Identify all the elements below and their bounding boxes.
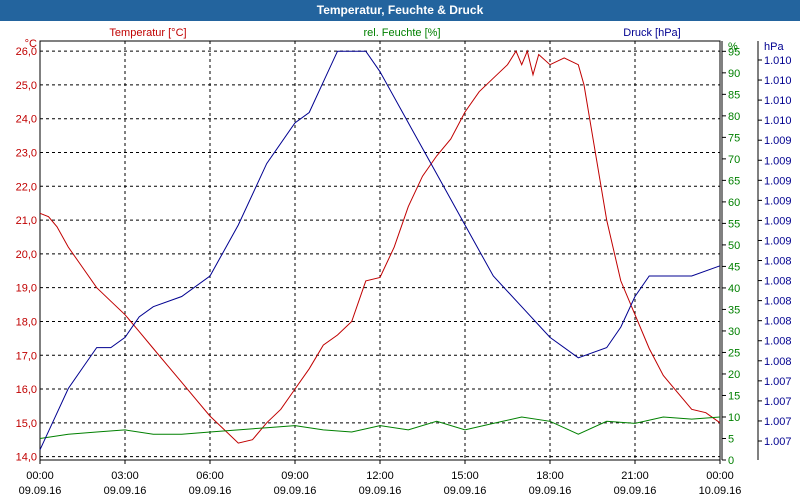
series-line-pressure bbox=[39, 50, 721, 451]
pressure-axis-title: Druck [hPa] bbox=[623, 27, 680, 39]
series-line-temperature bbox=[39, 49, 721, 444]
pressure-tick-label: 1.009 bbox=[764, 235, 792, 247]
humidity-tick-label: 25 bbox=[728, 347, 740, 359]
x-tick-time-label: 00:00 bbox=[706, 470, 734, 482]
pressure-tick-label: 1.007 bbox=[764, 436, 792, 448]
humidity-tick-label: 40 bbox=[728, 283, 740, 295]
pressure-unit-label: hPa bbox=[764, 41, 784, 53]
x-tick-time-label: 21:00 bbox=[621, 470, 649, 482]
x-tick-time-label: 06:00 bbox=[196, 470, 224, 482]
humidity-tick-label: 65 bbox=[728, 175, 740, 187]
temperature-tick-label: 24,0 bbox=[16, 114, 37, 126]
x-tick-time-label: 18:00 bbox=[536, 470, 564, 482]
humidity-tick-label: 15 bbox=[728, 390, 740, 402]
pressure-tick-label: 1.010 bbox=[764, 75, 792, 87]
series-line-humidity bbox=[39, 416, 721, 439]
x-tick-date-label: 09.09.16 bbox=[189, 485, 232, 497]
humidity-tick-label: 35 bbox=[728, 304, 740, 316]
humidity-tick-label: 95 bbox=[728, 46, 740, 58]
temperature-unit-label: °C bbox=[25, 38, 37, 50]
pressure-tick-label: 1.009 bbox=[764, 135, 792, 147]
chart-title-bar: Temperatur, Feuchte & Druck bbox=[0, 0, 800, 21]
humidity-axis-title: rel. Feuchte [%] bbox=[363, 27, 440, 39]
x-tick-time-label: 00:00 bbox=[26, 470, 54, 482]
humidity-tick-label: 85 bbox=[728, 89, 740, 101]
humidity-tick-label: 70 bbox=[728, 154, 740, 166]
x-tick-date-label: 09.09.16 bbox=[614, 485, 657, 497]
pressure-tick-label: 1.009 bbox=[764, 155, 792, 167]
temperature-tick-label: 17,0 bbox=[16, 350, 37, 362]
pressure-tick-label: 1.010 bbox=[764, 55, 792, 67]
x-tick-time-label: 12:00 bbox=[366, 470, 394, 482]
temperature-tick-label: 21,0 bbox=[16, 215, 37, 227]
temperature-tick-label: 23,0 bbox=[16, 148, 37, 160]
temperature-tick-label: 16,0 bbox=[16, 384, 37, 396]
x-tick-date-label: 09.09.16 bbox=[444, 485, 487, 497]
humidity-tick-label: 30 bbox=[728, 326, 740, 338]
pressure-tick-label: 1.008 bbox=[764, 256, 792, 268]
temperature-tick-label: 19,0 bbox=[16, 283, 37, 295]
pressure-tick-label: 1.008 bbox=[764, 336, 792, 348]
x-tick-time-label: 03:00 bbox=[111, 470, 139, 482]
x-tick-date-label: 09.09.16 bbox=[529, 485, 572, 497]
pressure-tick-label: 1.009 bbox=[764, 175, 792, 187]
x-tick-date-label: 09.09.16 bbox=[19, 485, 62, 497]
temperature-tick-label: 15,0 bbox=[16, 418, 37, 430]
humidity-tick-label: 45 bbox=[728, 261, 740, 273]
humidity-tick-label: 80 bbox=[728, 111, 740, 123]
temperature-tick-label: 20,0 bbox=[16, 249, 37, 261]
pressure-tick-label: 1.009 bbox=[764, 215, 792, 227]
x-tick-date-label: 09.09.16 bbox=[359, 485, 402, 497]
temperature-tick-label: 22,0 bbox=[16, 181, 37, 193]
x-tick-date-label: 10.09.16 bbox=[699, 485, 742, 497]
x-tick-time-label: 15:00 bbox=[451, 470, 479, 482]
humidity-tick-label: 5 bbox=[728, 433, 734, 445]
humidity-tick-label: 60 bbox=[728, 197, 740, 209]
humidity-tick-label: 90 bbox=[728, 68, 740, 80]
chart-title: Temperatur, Feuchte & Druck bbox=[316, 3, 484, 17]
humidity-tick-label: 0 bbox=[728, 455, 734, 467]
humidity-unit-label: % bbox=[728, 41, 738, 53]
x-tick-date-label: 09.09.16 bbox=[274, 485, 317, 497]
temperature-tick-label: 18,0 bbox=[16, 316, 37, 328]
humidity-tick-label: 55 bbox=[728, 218, 740, 230]
humidity-tick-label: 50 bbox=[728, 240, 740, 252]
x-tick-time-label: 09:00 bbox=[281, 470, 309, 482]
humidity-tick-label: 10 bbox=[728, 412, 740, 424]
pressure-tick-label: 1.010 bbox=[764, 115, 792, 127]
temperature-tick-label: 14,0 bbox=[16, 452, 37, 464]
humidity-tick-label: 20 bbox=[728, 369, 740, 381]
pressure-tick-label: 1.008 bbox=[764, 316, 792, 328]
pressure-tick-label: 1.009 bbox=[764, 195, 792, 207]
pressure-tick-label: 1.008 bbox=[764, 356, 792, 368]
x-tick-date-label: 09.09.16 bbox=[104, 485, 147, 497]
pressure-tick-label: 1.007 bbox=[764, 396, 792, 408]
pressure-tick-label: 1.008 bbox=[764, 296, 792, 308]
humidity-tick-label: 75 bbox=[728, 132, 740, 144]
temperature-tick-label: 26,0 bbox=[16, 46, 37, 58]
pressure-tick-label: 1.007 bbox=[764, 416, 792, 428]
temperature-axis-title: Temperatur [°C] bbox=[109, 27, 186, 39]
pressure-tick-label: 1.010 bbox=[764, 95, 792, 107]
pressure-tick-label: 1.008 bbox=[764, 276, 792, 288]
temperature-tick-label: 25,0 bbox=[16, 80, 37, 92]
pressure-tick-label: 1.007 bbox=[764, 376, 792, 388]
